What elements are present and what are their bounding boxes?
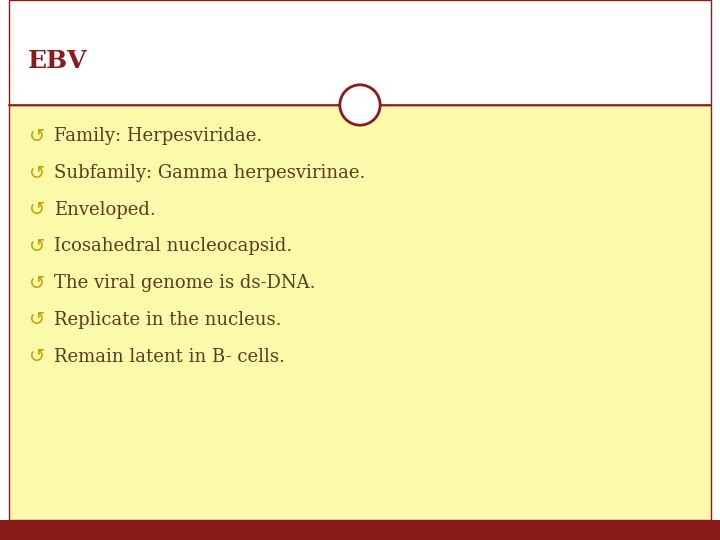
Text: Subfamily: Gamma herpesvirinae.: Subfamily: Gamma herpesvirinae. xyxy=(54,164,365,182)
Text: ↺: ↺ xyxy=(30,164,45,183)
Text: Icosahedral nucleocapsid.: Icosahedral nucleocapsid. xyxy=(54,238,292,255)
FancyBboxPatch shape xyxy=(0,520,720,540)
Text: ↺: ↺ xyxy=(30,237,45,256)
Text: ↺: ↺ xyxy=(30,274,45,293)
Text: Family: Herpesviridae.: Family: Herpesviridae. xyxy=(54,127,262,145)
Text: Enveloped.: Enveloped. xyxy=(54,201,156,219)
Text: EBV: EBV xyxy=(27,49,87,73)
FancyBboxPatch shape xyxy=(9,105,711,520)
FancyBboxPatch shape xyxy=(9,0,711,105)
Text: ↺: ↺ xyxy=(30,347,45,366)
Text: Replicate in the nucleus.: Replicate in the nucleus. xyxy=(54,311,282,329)
Text: Remain latent in B- cells.: Remain latent in B- cells. xyxy=(54,348,285,366)
Ellipse shape xyxy=(340,85,380,125)
Text: ↺: ↺ xyxy=(30,200,45,219)
Text: ↺: ↺ xyxy=(30,127,45,146)
Text: The viral genome is ds-DNA.: The viral genome is ds-DNA. xyxy=(54,274,315,292)
Text: ↺: ↺ xyxy=(30,310,45,329)
